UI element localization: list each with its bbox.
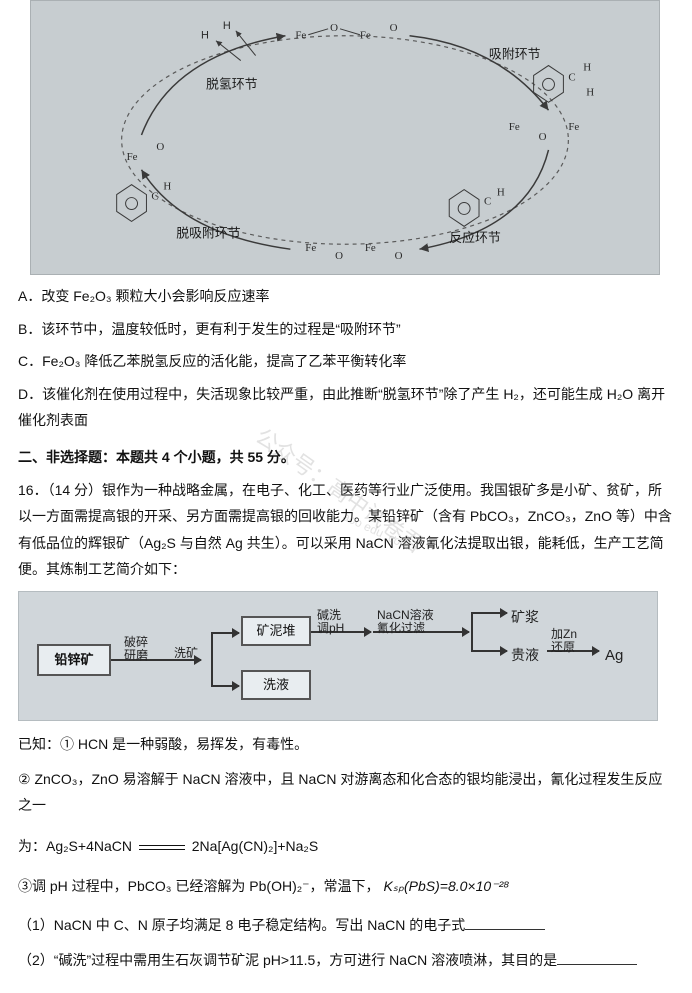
svg-text:C: C	[484, 196, 491, 208]
svg-text:Fe: Fe	[127, 151, 138, 163]
proc-box-mud: 矿泥堆	[241, 616, 311, 646]
svg-text:O: O	[539, 131, 547, 143]
proc-label-crush: 破碎研磨	[124, 636, 148, 662]
proc-label-ag: Ag	[605, 642, 623, 671]
sub-q2: （2）“碱洗”过程中需用生石灰调节矿泥 pH>11.5，方可进行 NaCN 溶液…	[18, 952, 557, 968]
catalysis-cycle-diagram: FeOFeO CHH FeOFe FeOFeO	[30, 0, 660, 275]
proc-label-slurry: 矿浆	[511, 604, 539, 631]
svg-text:H: H	[201, 30, 209, 42]
svg-text:O: O	[156, 141, 164, 153]
sub-q1: （1）NaCN 中 C、N 原子均满足 8 电子稳定结构。写出 NaCN 的电子…	[18, 917, 465, 933]
cycle-label-react: 反应环节	[449, 230, 501, 245]
svg-text:Fe: Fe	[568, 121, 579, 133]
cycle-label-adsorb: 吸附环节	[489, 47, 541, 62]
arrow-to-mud	[211, 632, 239, 634]
svg-text:Fe: Fe	[509, 121, 520, 133]
known-3a: ③调 pH 过程中，PbCO₃ 已经溶解为 Pb(OH)₂⁻，常温下，	[18, 878, 380, 894]
svg-text:C: C	[568, 71, 575, 83]
proc-box-wash: 洗液	[241, 670, 311, 700]
q16-intro: 16．（14 分）银作为一种战略金属，在电子、化工、医药等行业广泛使用。我国银矿…	[18, 477, 674, 583]
option-a: A．改变 Fe₂O₃ 颗粒大小会影响反应速率	[18, 283, 674, 310]
svg-text:H: H	[223, 20, 231, 32]
split-v2	[471, 612, 473, 652]
svg-text:Fe: Fe	[360, 30, 371, 42]
arrow-slurry	[471, 612, 507, 614]
proc-label-washore: 洗矿	[174, 642, 198, 665]
known-1: 已知：① HCN 是一种弱酸，易挥发，有毒性。	[18, 731, 674, 758]
proc-label-addzn: 加Zn还原	[551, 628, 577, 654]
svg-text:H: H	[163, 181, 171, 193]
svg-text:O: O	[395, 250, 403, 262]
option-d: D．该催化剂在使用过程中，失活现象比较严重，由此推断“脱氢环节”除了产生 H₂，…	[18, 381, 674, 434]
svg-text:H: H	[583, 61, 591, 73]
process-diagram: 铅锌矿 破碎研磨 洗矿 矿泥堆 洗液 碱洗调pH NaCN溶液氰化过滤 矿浆 贵…	[18, 591, 658, 721]
equation-right: 2Na[Ag(CN)₂]+Na₂S	[192, 838, 318, 854]
cycle-label-desorb: 脱吸附环节	[176, 225, 241, 240]
svg-text:H: H	[586, 86, 594, 98]
equilibrium-sign	[139, 845, 185, 850]
proc-box-pbzn: 铅锌矿	[37, 644, 111, 676]
svg-text:O: O	[390, 22, 398, 34]
svg-text:O: O	[330, 22, 338, 34]
svg-text:Fe: Fe	[295, 30, 306, 42]
arrow-to-wash	[211, 685, 239, 687]
svg-text:Fe: Fe	[305, 242, 316, 254]
equation-left: 为：Ag₂S+4NaCN	[18, 838, 132, 854]
known-2: ② ZnCO₃，ZnO 易溶解于 NaCN 溶液中，且 NaCN 对游离态和化合…	[18, 766, 674, 819]
cycle-label-dehydro: 脱氢环节	[206, 76, 258, 91]
option-c: C．Fe₂O₃ 降低乙苯脱氢反应的活化能，提高了乙苯平衡转化率	[18, 348, 674, 375]
arrow-guiye	[471, 650, 507, 652]
svg-text:C: C	[151, 191, 158, 203]
blank-2	[557, 951, 637, 965]
svg-text:Fe: Fe	[365, 242, 376, 254]
split-v	[211, 632, 213, 687]
proc-label-alkali: 碱洗调pH	[317, 609, 344, 635]
option-b: B．该环节中，温度较低时，更有利于发生的过程是“吸附环节”	[18, 316, 674, 343]
proc-label-guiye: 贵液	[511, 642, 539, 669]
svg-text:H: H	[497, 187, 505, 199]
proc-label-nacn: NaCN溶液氰化过滤	[377, 609, 434, 635]
known-3b: Kₛₚ(PbS)=8.0×10⁻²⁸	[383, 878, 509, 894]
cycle-svg: FeOFeO CHH FeOFe FeOFeO	[31, 1, 659, 274]
svg-text:O: O	[335, 250, 343, 262]
section2-title: 二、非选择题：本题共 4 个小题，共 55 分。	[18, 444, 674, 471]
